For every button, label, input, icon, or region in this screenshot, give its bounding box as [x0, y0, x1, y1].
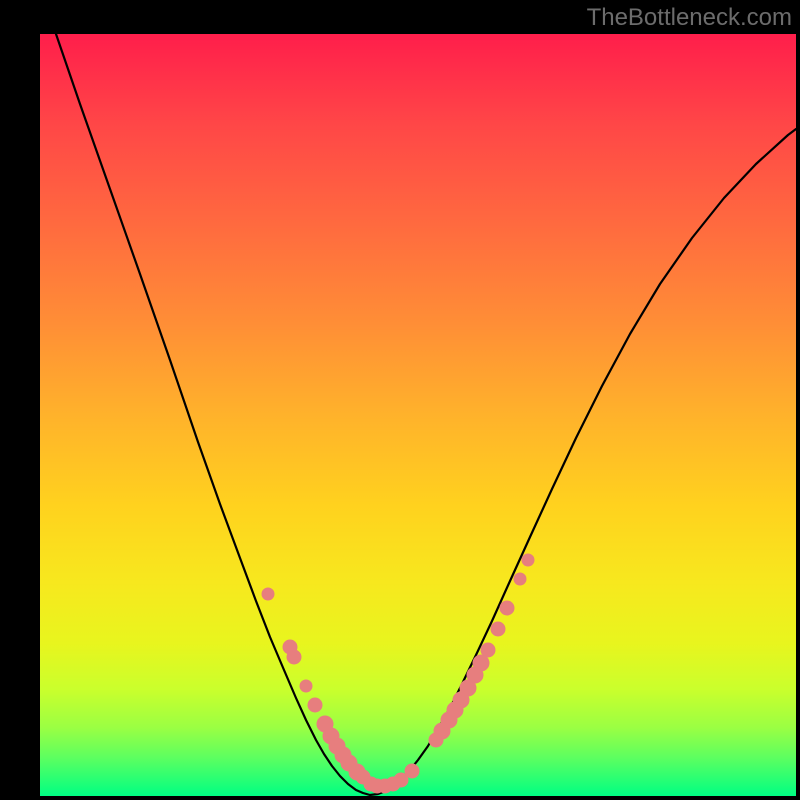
curve-marker: [405, 764, 419, 778]
watermark-text: TheBottleneck.com: [587, 4, 792, 32]
curve-marker: [491, 622, 505, 636]
curve-marker: [287, 650, 301, 664]
curve-marker: [500, 601, 514, 615]
bottleneck-chart: [40, 34, 796, 796]
curve-marker: [522, 554, 534, 566]
plot-area: [40, 34, 796, 796]
curve-marker: [308, 698, 322, 712]
curve-marker: [262, 588, 274, 600]
curve-marker: [300, 680, 312, 692]
gradient-background: [40, 34, 796, 796]
curve-marker: [481, 643, 495, 657]
curve-marker: [514, 573, 526, 585]
stage: TheBottleneck.com: [0, 0, 800, 800]
curve-marker: [473, 655, 489, 671]
